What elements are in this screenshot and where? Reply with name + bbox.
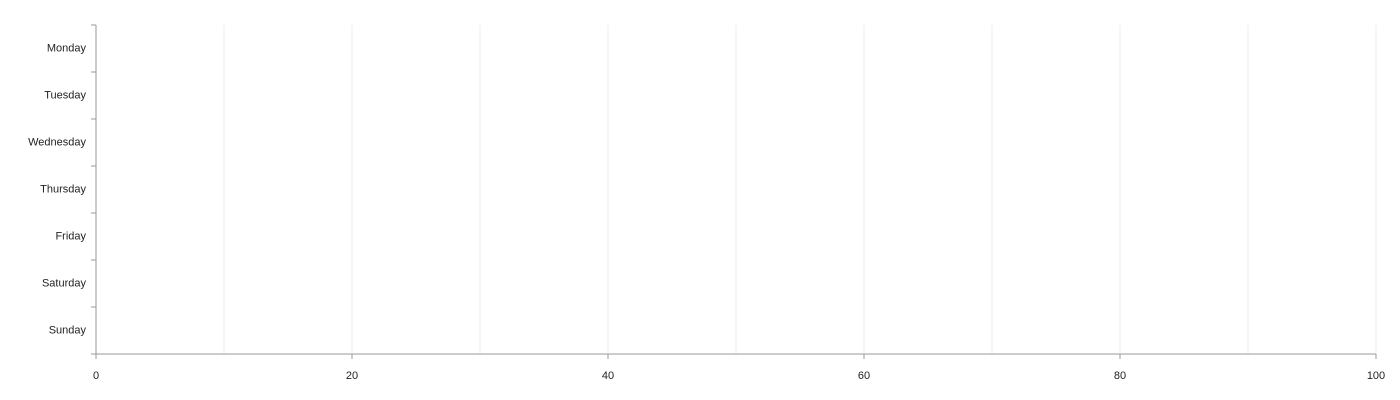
x-tick-label-20: 20 xyxy=(346,370,358,382)
y-category-label-tuesday: Tuesday xyxy=(44,89,86,101)
label-layer: 0 20 40 60 80 100 Monday Tuesday Wednesday Thursd… xyxy=(28,42,1385,382)
x-tick-label-80: 80 xyxy=(1114,370,1126,382)
grid-layer xyxy=(223,25,1377,354)
y-category-label-thursday: Thursday xyxy=(40,183,86,195)
y-category-label-sunday: Sunday xyxy=(49,324,87,336)
axis-layer xyxy=(91,24,1377,359)
y-category-label-monday: Monday xyxy=(47,42,87,54)
y-category-label-saturday: Saturday xyxy=(42,277,87,289)
x-tick-label-0: 0 xyxy=(93,370,99,382)
y-category-label-wednesday: Wednesday xyxy=(28,136,86,148)
x-tick-label-100: 100 xyxy=(1367,370,1385,382)
x-tick-label-60: 60 xyxy=(858,370,870,382)
x-tick-label-40: 40 xyxy=(602,370,614,382)
y-category-label-friday: Friday xyxy=(55,230,86,242)
